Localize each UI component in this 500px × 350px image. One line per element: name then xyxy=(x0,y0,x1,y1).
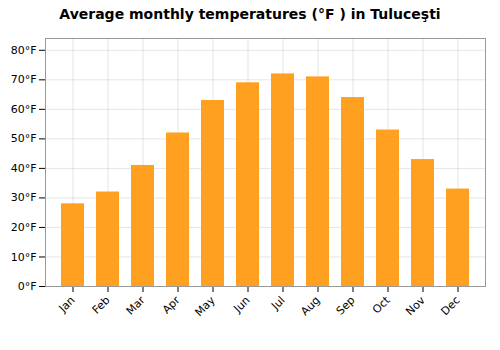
svg-text:Feb: Feb xyxy=(90,294,113,317)
svg-text:Mar: Mar xyxy=(124,293,148,317)
svg-text:Jul: Jul xyxy=(268,294,287,313)
svg-text:40°F: 40°F xyxy=(11,162,37,175)
svg-text:Jan: Jan xyxy=(56,294,78,316)
svg-text:Jun: Jun xyxy=(231,294,253,316)
html-text:Average monthly temperatures (: Average monthly temperatures (°F ) in Tu… xyxy=(59,6,441,22)
svg-text:20°F: 20°F xyxy=(11,221,37,234)
svg-text:50°F: 50°F xyxy=(11,132,37,145)
svg-text:Sep: Sep xyxy=(334,294,358,318)
svg-text:80°F: 80°F xyxy=(11,44,37,57)
svg-text:10°F: 10°F xyxy=(11,250,37,263)
svg-text:60°F: 60°F xyxy=(11,103,37,116)
svg-text:70°F: 70°F xyxy=(11,73,37,86)
svg-text:May: May xyxy=(192,293,218,319)
svg-text:Apr: Apr xyxy=(160,293,183,316)
svg-text:Nov: Nov xyxy=(403,293,428,318)
svg-text:Aug: Aug xyxy=(298,294,322,318)
svg-text:Dec: Dec xyxy=(438,294,462,318)
svg-text:Oct: Oct xyxy=(370,293,393,316)
svg-text:0°F: 0°F xyxy=(18,280,37,293)
svg-text:30°F: 30°F xyxy=(11,191,37,204)
